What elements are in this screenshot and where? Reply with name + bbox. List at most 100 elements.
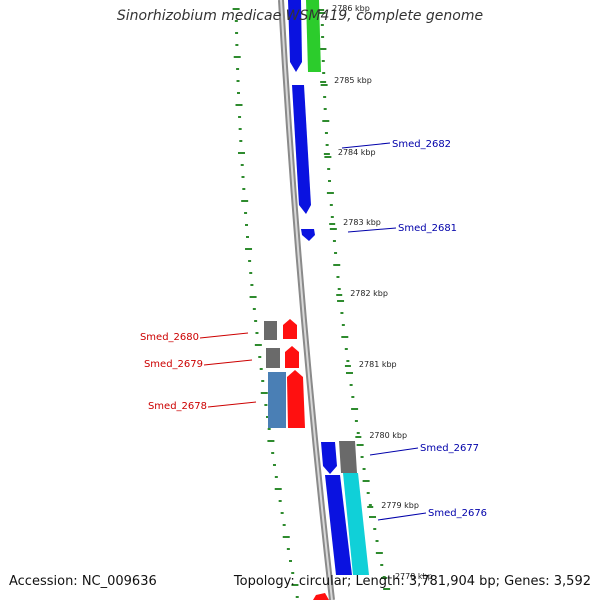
gene-label-smed-2677[interactable]: Smed_2677: [420, 443, 479, 454]
gc-dot: [323, 96, 327, 98]
gene-label-leader: [369, 447, 419, 456]
gc-dot: [329, 204, 333, 206]
gc-dot: [337, 300, 345, 302]
gene-label-leader: [347, 227, 397, 233]
gc-dot: [380, 564, 384, 566]
gc-dot: [233, 56, 241, 58]
gene-feature-smed-2676[interactable]: [325, 475, 352, 575]
gene-label-leader: [207, 401, 257, 408]
gene-feature-smed-2679[interactable]: [285, 346, 299, 368]
gc-dot: [368, 504, 372, 506]
gene-label-smed-2679[interactable]: Smed_2679: [144, 359, 203, 370]
gc-dot: [334, 252, 338, 254]
gene-label-smed-2680[interactable]: Smed_2680: [140, 332, 199, 343]
gene-label-smed-2682[interactable]: Smed_2682: [392, 139, 451, 150]
genome-backbone: [278, 0, 335, 601]
gc-dot: [351, 396, 355, 398]
gc-dot: [329, 228, 337, 230]
kbp-tick-label: 2783 kbp: [343, 218, 381, 227]
gc-dot: [366, 492, 370, 494]
kbp-tick-label: 2786 kbp: [332, 4, 370, 13]
gc-dot: [254, 344, 262, 346]
gene-feature-smed-2678[interactable]: [287, 370, 305, 428]
gc-dot: [260, 392, 268, 394]
topology-text: Topology: circular; Length: 3,781,904 bp…: [233, 574, 591, 589]
gene-feature-forward[interactable]: [306, 0, 321, 72]
forward-gene-track: [288, 0, 369, 575]
gene-feature-cyan[interactable]: [343, 473, 369, 575]
gc-dot: [356, 444, 364, 446]
gc-dot: [240, 164, 244, 166]
gene-feature-reverse[interactable]: [313, 593, 329, 600]
gene-feature-smed-2677[interactable]: [321, 442, 337, 474]
gc-dot: [282, 536, 290, 538]
gc-dot: [295, 596, 299, 598]
gc-dot: [375, 552, 383, 554]
gc-dot: [318, 12, 326, 14]
gene-label-smed-2681[interactable]: Smed_2681: [398, 223, 457, 234]
gc-dot: [235, 104, 243, 106]
gc-dot: [266, 416, 270, 418]
gc-dot: [245, 224, 249, 226]
gc-dot: [346, 360, 350, 362]
gene-feature-gray[interactable]: [266, 348, 280, 368]
gc-dot: [344, 348, 348, 350]
gc-dot: [241, 176, 245, 178]
gc-dot: [328, 180, 332, 182]
gc-dot: [274, 476, 278, 478]
gc-dot: [236, 92, 240, 94]
gene-label-leader: [377, 512, 427, 521]
gc-dot: [351, 408, 359, 410]
gc-dot: [236, 80, 240, 82]
gc-dot: [280, 512, 284, 514]
gene-feature-smed-2681[interactable]: [301, 229, 315, 241]
gc-dot: [360, 456, 364, 458]
gene-feature-smed-2682[interactable]: [292, 85, 311, 214]
gene-feature-gray[interactable]: [339, 441, 357, 473]
reverse-gene-track: [264, 319, 329, 600]
gc-dot: [236, 68, 240, 70]
gc-dot: [349, 384, 353, 386]
gc-dot: [235, 44, 239, 46]
gene-feature-smed-2680[interactable]: [283, 319, 297, 339]
kbp-tick-label: 2785 kbp: [334, 76, 372, 85]
gc-dot: [326, 192, 334, 194]
gc-dot: [320, 24, 324, 26]
gene-label-leader: [203, 359, 253, 366]
gene-feature-forward[interactable]: [288, 0, 302, 72]
gene-label-smed-2676[interactable]: Smed_2676: [428, 508, 487, 519]
gc-dot: [369, 516, 377, 518]
gc-dot: [254, 320, 258, 322]
gc-dot: [375, 540, 379, 542]
gc-dot: [319, 48, 327, 50]
gc-dot: [289, 560, 293, 562]
kbp-tick-label: 2780 kbp: [369, 431, 407, 440]
kbp-tick-label: 2782 kbp: [350, 289, 388, 298]
gc-dot: [242, 188, 246, 190]
gc-dot: [323, 108, 327, 110]
gc-dot: [237, 152, 245, 154]
gc-dot: [282, 524, 286, 526]
gc-dot: [272, 464, 276, 466]
genome-backbone-highlight: [280, 0, 333, 601]
gc-dot: [244, 212, 248, 214]
gene-feature-steelblue[interactable]: [268, 372, 286, 428]
gc-dot: [337, 288, 341, 290]
gc-dot: [286, 548, 290, 550]
gene-label-smed-2678[interactable]: Smed_2678: [148, 401, 207, 412]
gc-dot: [321, 60, 325, 62]
gc-dot: [322, 72, 326, 74]
gc-dot: [267, 428, 271, 430]
gc-dot: [232, 8, 240, 10]
gc-dot: [383, 588, 391, 590]
gene-feature-gray[interactable]: [264, 321, 277, 340]
gc-dot: [234, 20, 238, 22]
gc-dot: [341, 324, 345, 326]
gc-dot: [271, 452, 275, 454]
gene-labels: Smed_2682 Smed_2681 Smed_2677 Smed_2676 Smed…: [140, 139, 487, 521]
gc-dot: [238, 116, 242, 118]
gc-content-track: [232, 8, 391, 602]
genome-title: Sinorhizobium medicae WSM419, complete g…: [116, 8, 484, 24]
gc-dot: [354, 420, 358, 422]
